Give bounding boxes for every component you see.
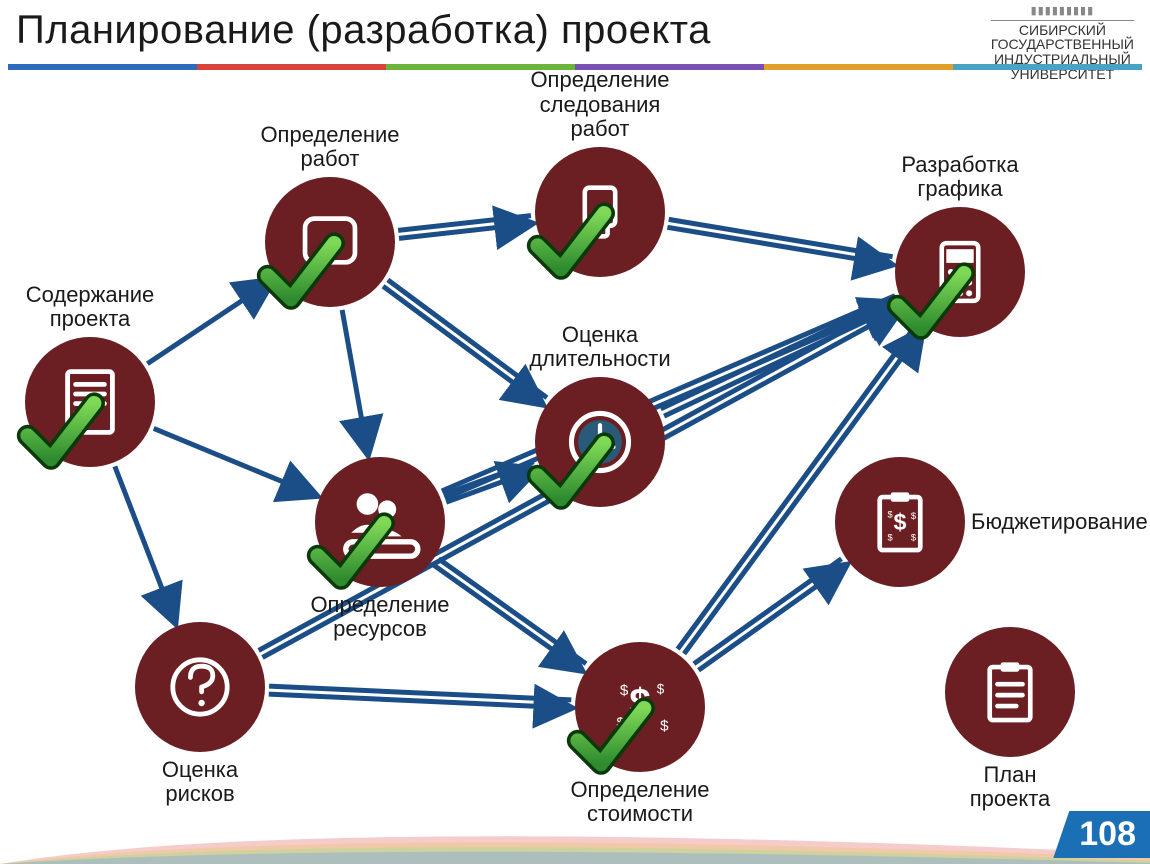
svg-text:$: $: [657, 682, 665, 697]
edge: [664, 305, 899, 416]
node-seq: Определение следования работ: [535, 147, 665, 277]
node-label: Содержание проекта: [26, 283, 155, 331]
question-icon: [135, 622, 265, 752]
edge: [446, 469, 536, 502]
edge: [269, 686, 571, 700]
edge: [388, 280, 547, 398]
node-label: План проекта: [970, 763, 1051, 811]
clipboard-money-icon: $$$$$: [835, 457, 965, 587]
node-cost: $$$$$ Определение стоимости: [575, 642, 705, 772]
node-budget: $$$$$Бюджетирование: [835, 457, 965, 587]
edge: [694, 559, 842, 664]
edge: [115, 466, 175, 622]
svg-text:$: $: [620, 682, 629, 699]
clipboard-icon: [945, 627, 1075, 757]
document-icon: [25, 337, 155, 467]
node-plan: План проекта: [945, 627, 1075, 757]
people-icon: [315, 457, 445, 587]
edge: [154, 428, 316, 495]
edge: [661, 298, 896, 409]
node-risks: Оценка рисков: [135, 622, 265, 752]
svg-text:$: $: [616, 715, 624, 730]
svg-text:$: $: [888, 533, 894, 543]
edge: [398, 216, 531, 231]
svg-text:$: $: [888, 509, 894, 519]
page-number: 108: [1053, 811, 1150, 858]
edge: [342, 310, 368, 454]
money-icon: $$$$$: [575, 642, 705, 772]
edge: [147, 280, 272, 363]
node-label: Оценка рисков: [162, 758, 238, 806]
calculator-icon: [895, 207, 1025, 337]
edge: [667, 227, 891, 264]
node-schedule: Разработка графика: [895, 207, 1025, 337]
clock-icon: [535, 377, 665, 507]
node-label: Определение работ: [260, 123, 399, 171]
node-label: Определение стоимости: [570, 778, 709, 826]
edge: [445, 303, 898, 498]
node-label: Разработка графика: [901, 153, 1018, 201]
edge: [269, 694, 571, 708]
edge: [399, 224, 532, 239]
flow-icon: [535, 147, 665, 277]
node-resources: Определение ресурсов: [315, 457, 445, 587]
node-scope: Содержание проекта: [25, 337, 155, 467]
svg-text:$: $: [911, 533, 917, 543]
edge: [699, 565, 847, 670]
edge: [669, 219, 893, 256]
edge: [434, 565, 582, 670]
page-title: Планирование (разработка) проекта: [16, 8, 711, 53]
edge: [383, 286, 542, 404]
node-duration: Оценка длительности: [535, 377, 665, 507]
university-logo: ▮▮▮▮▮▮▮▮▮ СИБИРСКИЙ ГОСУДАРСТВЕННЫЙ ИНДУ…: [991, 6, 1134, 81]
node-label: Определение ресурсов: [310, 593, 449, 641]
svg-text:$: $: [660, 718, 669, 735]
node-label: Определение следования работ: [530, 68, 669, 141]
note-icon: [265, 177, 395, 307]
node-label: Бюджетирование: [971, 510, 1148, 534]
edge: [439, 559, 587, 664]
edge: [443, 462, 533, 495]
svg-text:$: $: [911, 511, 917, 521]
node-label: Оценка длительности: [529, 323, 670, 371]
node-tasks: Определение работ: [265, 177, 395, 307]
diagram-canvas: Содержание проекта Определение работ Опр…: [0, 72, 1150, 864]
svg-text:$: $: [629, 681, 650, 724]
svg-text:$: $: [893, 509, 906, 535]
